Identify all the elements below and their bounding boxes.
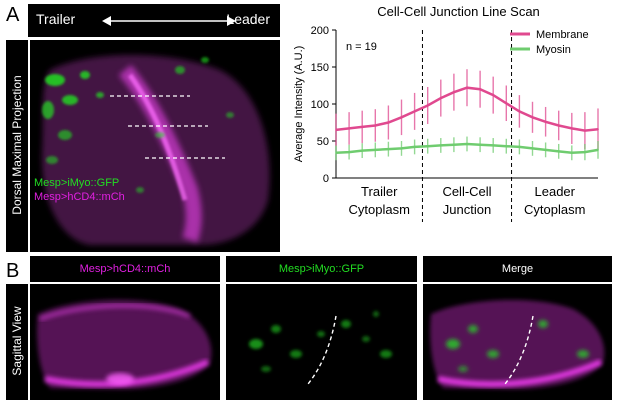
data-point-myosin (413, 146, 416, 148)
dorsal-projection-micrograph (41, 55, 270, 245)
sagittal-merge-image (423, 284, 612, 400)
data-point-myosin (348, 151, 350, 153)
data-point-membrane (544, 120, 547, 123)
data-point-myosin (453, 143, 455, 146)
data-point-myosin (597, 149, 599, 151)
data-point-membrane (335, 129, 337, 131)
data-point-myosin (426, 145, 429, 147)
data-point-myosin (531, 147, 534, 150)
dorsal-projection-label: Dorsal Maximal Projection (10, 75, 24, 215)
data-point-myosin (361, 149, 363, 152)
y-tick-label: 150 (311, 62, 329, 74)
trailer-label: Trailer (36, 11, 76, 27)
sagittal-merge-micrograph (430, 299, 605, 389)
data-point-myosin (571, 152, 573, 154)
legend-mch-label: Mesp>hCD4::mCh (34, 191, 125, 203)
panel-a-header: Trailer Leader (28, 4, 280, 37)
sagittal-gfp-micrograph (249, 311, 392, 385)
region-label-line1: Trailer (361, 184, 398, 199)
sagittal-gfp-image (226, 284, 417, 400)
region-label-line1: Leader (535, 184, 576, 199)
data-point-myosin (440, 144, 442, 147)
data-point-membrane (466, 86, 468, 89)
data-point-myosin (466, 143, 468, 145)
data-point-membrane (492, 94, 494, 96)
region-label-line2: Cytoplasm (524, 202, 585, 217)
n-annotation: n = 19 (346, 41, 377, 53)
data-point-membrane (518, 110, 521, 113)
dorsal-projection-image: Mesp>iMyo::GFP Mesp>hCD4::mCh (30, 40, 280, 252)
panel-b-header-merge: Merge (423, 256, 612, 282)
y-tick-label: 0 (323, 173, 329, 185)
data-point-membrane (361, 126, 363, 128)
data-point-membrane (584, 129, 586, 132)
legend-label-myosin: Myosin (536, 44, 571, 56)
data-point-myosin (518, 146, 521, 148)
panel-b-letter: B (6, 260, 20, 282)
region-label-line2: Cytoplasm (349, 202, 410, 217)
data-point-myosin (400, 147, 403, 150)
legend-gfp-label: Mesp>iMyo::GFP (34, 177, 120, 189)
data-point-myosin (374, 149, 377, 151)
data-point-membrane (387, 121, 390, 124)
data-point-membrane (413, 110, 416, 113)
y-tick-label: 50 (317, 136, 329, 148)
header-mch-label: Mesp>hCD4::mCh (79, 263, 171, 275)
data-point-membrane (557, 124, 560, 127)
leader-label: Leader (226, 11, 270, 27)
panel-a-letter: A (6, 4, 20, 26)
panel-b-vertical-bar: Sagittal View (6, 284, 28, 400)
data-point-membrane (505, 102, 508, 105)
legend-label-membrane: Membrane (536, 29, 589, 41)
data-point-membrane (374, 124, 377, 127)
sagittal-view-label: Sagittal View (10, 306, 24, 376)
panel-b-header-gfp: Mesp>iMyo::GFP (226, 256, 417, 282)
y-axis-label: Average Intensity (A.U.) (293, 46, 305, 163)
data-point-myosin (335, 152, 337, 154)
y-tick-label: 200 (311, 25, 329, 37)
sagittal-mch-image (30, 284, 220, 400)
data-point-membrane (453, 91, 455, 93)
chart-title: Cell-Cell Junction Line Scan (377, 4, 540, 19)
data-point-membrane (400, 116, 403, 119)
data-point-membrane (348, 127, 350, 130)
direction-arrow-icon (102, 16, 236, 26)
data-point-membrane (479, 88, 481, 90)
data-point-myosin (557, 150, 560, 153)
sagittal-mch-micrograph (37, 299, 212, 389)
line-scan-chart: 0 50 100 150 200 Average Intensity (A.U.) Trai… (293, 25, 599, 222)
data-point-membrane (571, 127, 573, 130)
data-point-membrane (531, 116, 534, 119)
region-label-line2: Junction (443, 202, 491, 217)
data-point-myosin (584, 151, 586, 153)
data-point-membrane (426, 104, 429, 107)
data-point-membrane (440, 97, 442, 99)
data-point-myosin (479, 143, 481, 146)
data-point-myosin (505, 145, 508, 147)
header-gfp-label: Mesp>iMyo::GFP (278, 263, 365, 275)
header-merge-label: Merge (501, 263, 534, 275)
data-point-myosin (544, 149, 547, 151)
region-label-line1: Cell-Cell (442, 184, 491, 199)
data-point-myosin (492, 144, 494, 147)
panel-b-header-mch: Mesp>hCD4::mCh (30, 256, 220, 282)
data-point-myosin (387, 148, 390, 150)
panel-a-vertical-bar: Dorsal Maximal Projection (6, 40, 28, 252)
data-point-membrane (597, 128, 599, 130)
y-tick-label: 100 (311, 99, 329, 111)
